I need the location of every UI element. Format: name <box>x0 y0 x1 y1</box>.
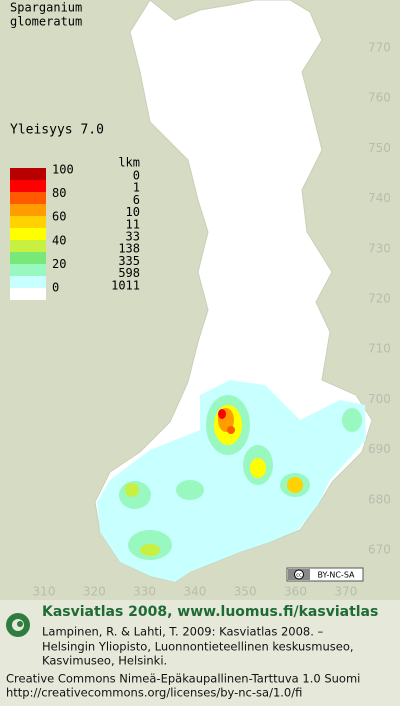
legend-swatch <box>10 192 46 204</box>
footer-heading: Kasviatlas 2008, www.luomus.fi/kasviatla… <box>42 604 378 620</box>
species-name: glomeratum <box>10 15 82 29</box>
scale-label: 0 <box>52 281 59 295</box>
frequency: Yleisyys 7.0 <box>10 123 104 138</box>
count-label: 6 <box>133 193 140 207</box>
y-tick-label: 670 <box>368 543 391 557</box>
legend-swatch <box>10 288 46 300</box>
legend-swatch <box>10 228 46 240</box>
y-tick-label: 680 <box>368 492 391 506</box>
count-label: 0 <box>133 169 140 183</box>
x-tick-label: 340 <box>183 585 206 599</box>
license: Creative Commons Nimeä-Epäkaupallinen-Ta… <box>6 672 360 686</box>
x-tick-label: 370 <box>334 585 357 599</box>
y-tick-label: 710 <box>368 342 391 356</box>
y-tick-label: 690 <box>368 442 391 456</box>
y-tick-label: 720 <box>368 292 391 306</box>
legend-swatch <box>10 204 46 216</box>
y-tick-label: 760 <box>368 91 391 105</box>
citation: Kasvimuseo, Helsinki. <box>42 654 167 668</box>
y-tick-label: 730 <box>368 241 391 255</box>
count-label: 1 <box>133 181 140 195</box>
x-tick-label: 360 <box>284 585 307 599</box>
scale-label: 40 <box>52 233 66 247</box>
count-label: 335 <box>118 254 140 268</box>
x-tick-label: 310 <box>33 585 56 599</box>
badge-text: BY-NC-SA <box>317 571 355 580</box>
legend-swatch <box>10 216 46 228</box>
y-tick-label: 770 <box>368 41 391 55</box>
legend-swatch <box>10 180 46 192</box>
count-label: 10 <box>126 205 140 219</box>
y-tick-label: 750 <box>368 141 391 155</box>
count-label: 138 <box>118 242 140 256</box>
cc-icon: cc <box>296 573 302 579</box>
license: http://creativecommons.org/licenses/by-n… <box>6 686 302 700</box>
legend-swatch <box>10 168 46 180</box>
count-header: lkm <box>118 156 140 170</box>
distribution-patches <box>97 380 366 582</box>
scale-label: 20 <box>52 257 66 271</box>
citation: Helsingin Yliopisto, Luonnontieteellinen… <box>42 640 354 654</box>
legend-swatch <box>10 276 46 288</box>
x-tick-label: 330 <box>133 585 156 599</box>
x-tick-label: 320 <box>83 585 106 599</box>
legend-swatch <box>10 240 46 252</box>
count-label: 33 <box>126 230 140 244</box>
count-label: 1011 <box>111 278 140 292</box>
scale-label: 80 <box>52 186 66 200</box>
logo <box>6 613 30 637</box>
scale-label: 60 <box>52 210 66 224</box>
count-label: 598 <box>118 266 140 280</box>
legend-swatch <box>10 252 46 264</box>
legend-swatch <box>10 264 46 276</box>
y-tick-label: 740 <box>368 191 391 205</box>
scale-label: 100 <box>52 163 74 177</box>
species-name: Sparganium <box>10 1 82 15</box>
license-badge: cc BY-NC-SA <box>286 567 364 582</box>
citation: Lampinen, R. & Lahti, T. 2009: Kasviatla… <box>42 625 324 639</box>
y-tick-label: 700 <box>368 392 391 406</box>
x-tick-label: 350 <box>234 585 257 599</box>
count-label: 11 <box>126 217 140 231</box>
